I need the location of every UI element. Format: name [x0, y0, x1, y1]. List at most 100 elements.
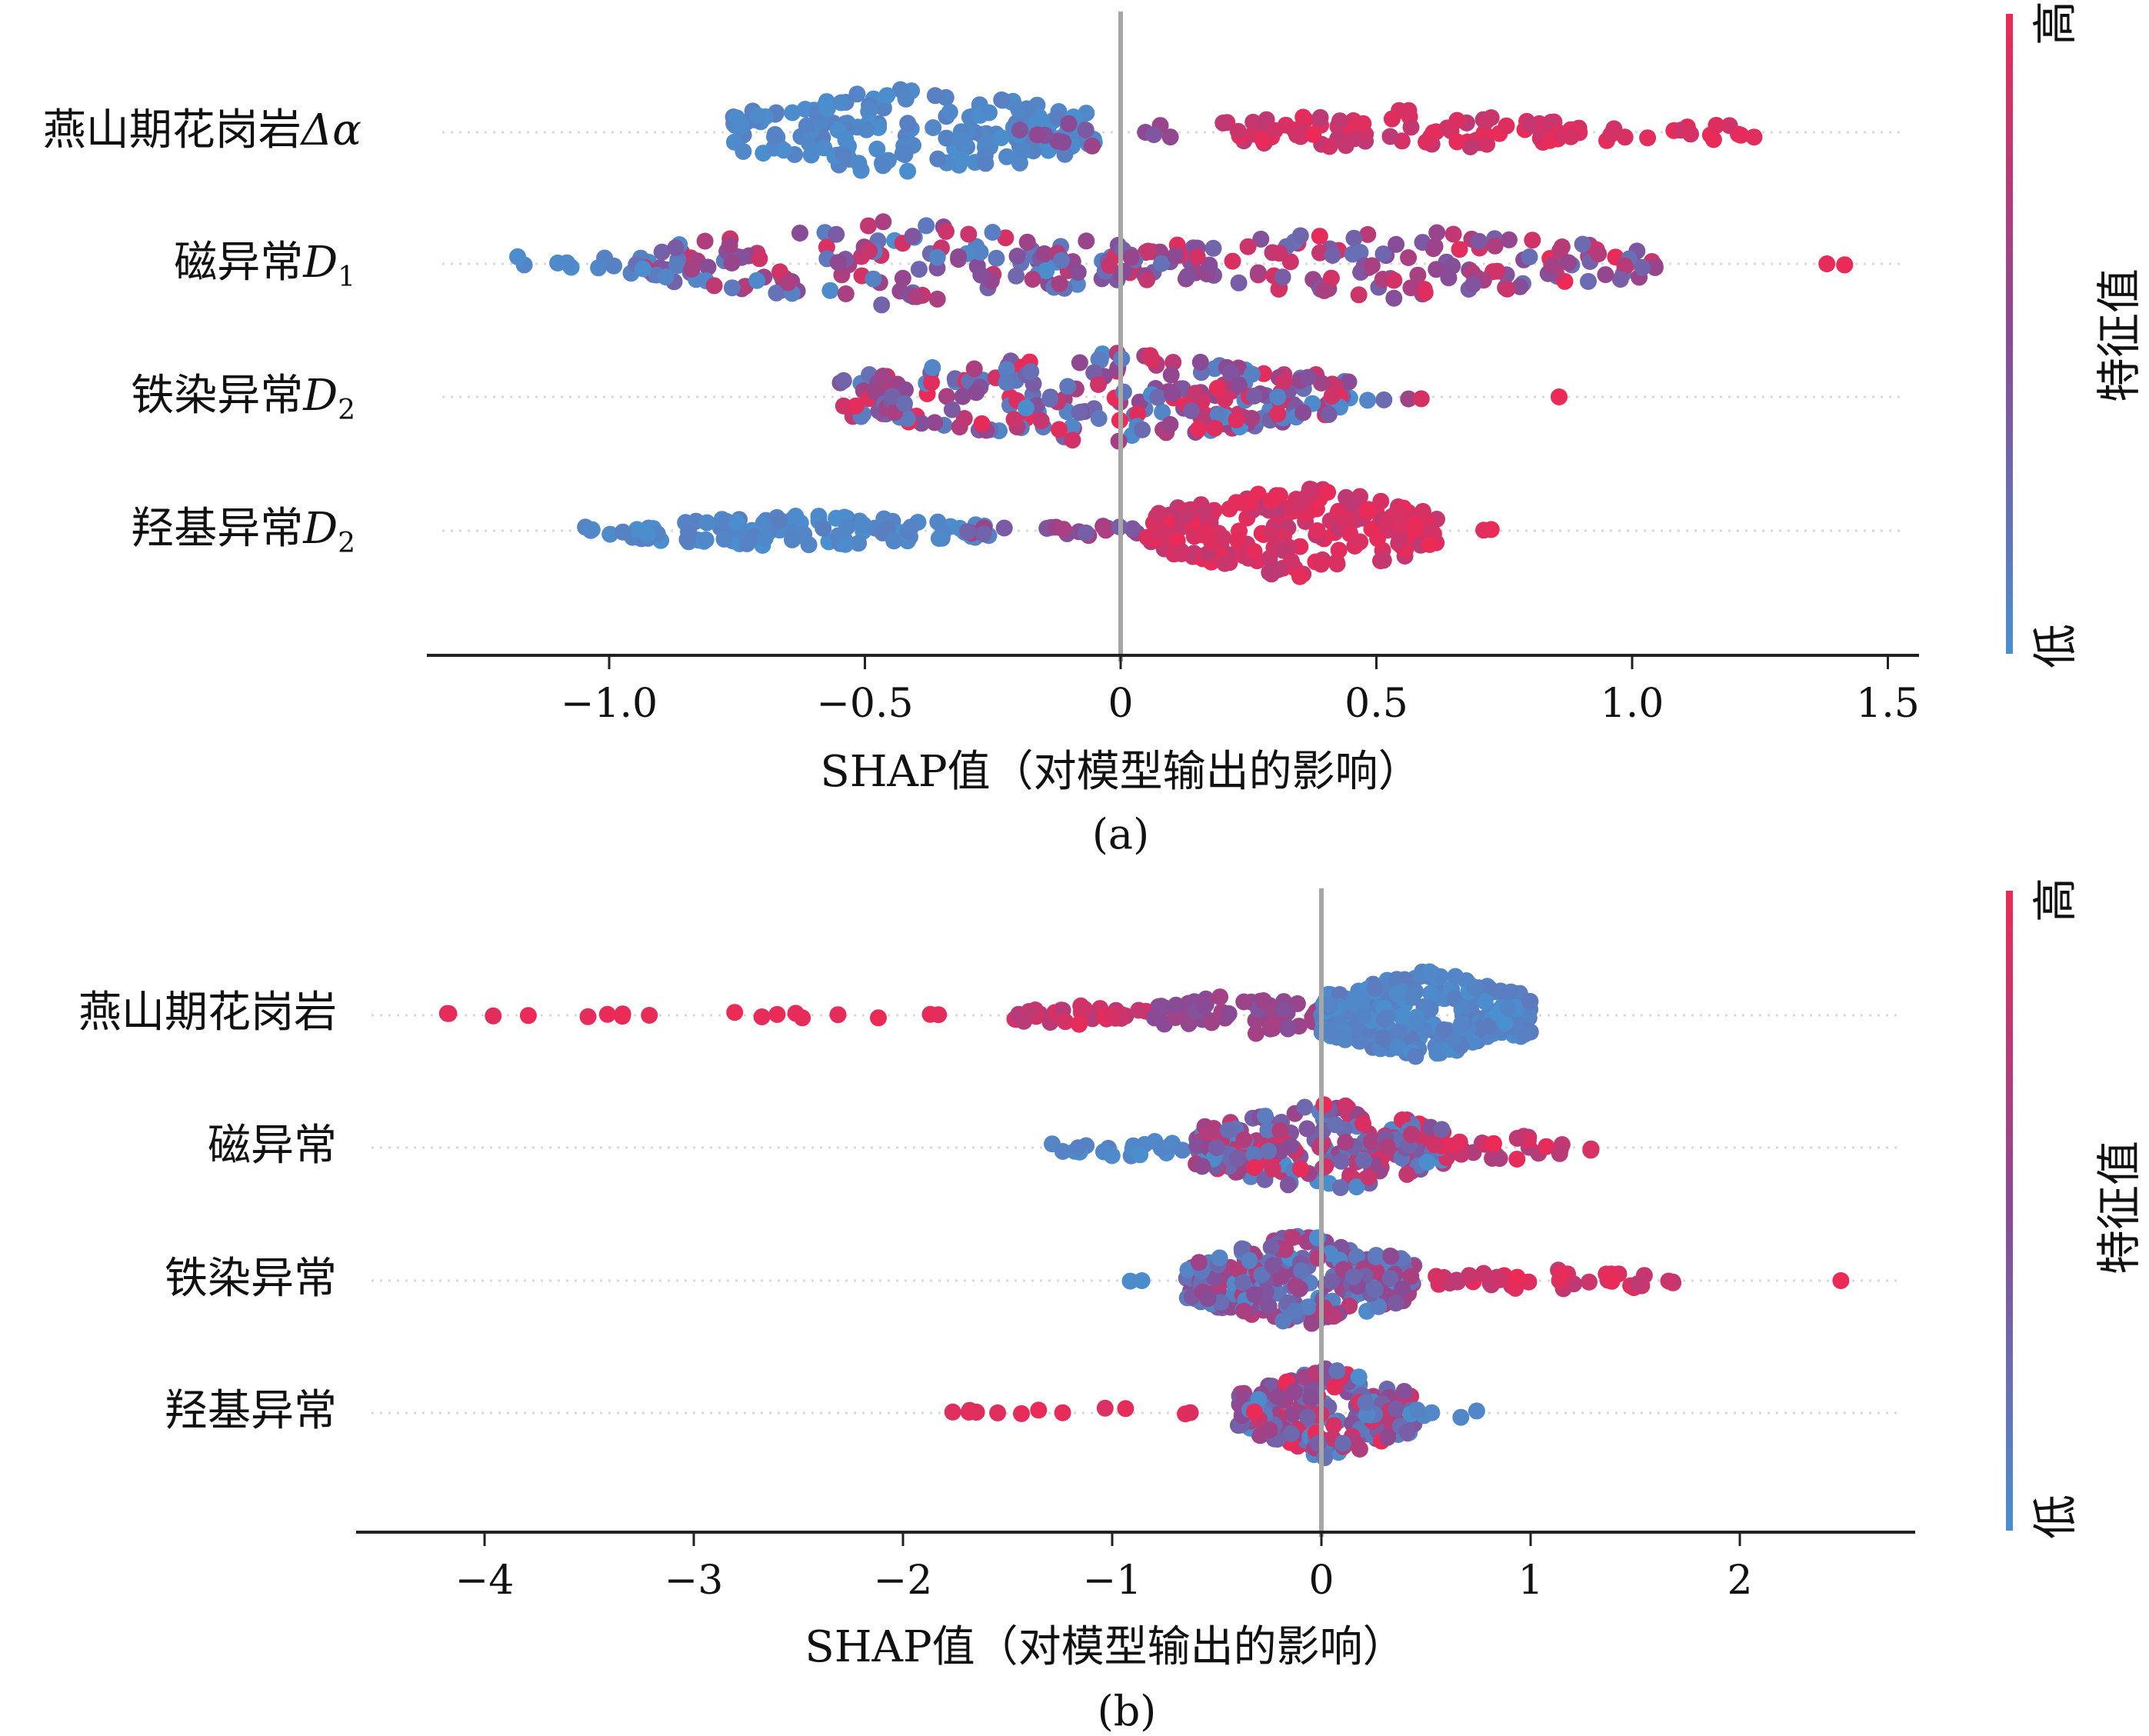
shap-point [1031, 108, 1048, 126]
shap-point [1096, 1399, 1114, 1417]
shap-point [1299, 1298, 1317, 1316]
shap-point [1475, 521, 1493, 539]
shap-point [1418, 1154, 1436, 1171]
shap-point [1230, 376, 1248, 394]
shap-point [1181, 1404, 1199, 1421]
shap-point [779, 274, 797, 292]
shap-point [815, 519, 832, 537]
shap-point [1269, 388, 1287, 406]
shap-point [1416, 284, 1434, 302]
shap-point [1391, 531, 1408, 548]
shap-point [1394, 1281, 1411, 1298]
panel-b-dots [438, 963, 1850, 1467]
shap-point [865, 270, 882, 288]
shap-point [1291, 227, 1309, 245]
shap-point [1355, 1151, 1372, 1169]
shap-point [1284, 1405, 1301, 1423]
shap-point [1552, 1265, 1570, 1282]
shap-point [728, 513, 745, 531]
shap-point [1466, 978, 1484, 996]
shap-point [1375, 391, 1393, 408]
shap-point [1201, 256, 1218, 274]
shap-point [1014, 143, 1031, 161]
shap-point [1117, 1400, 1134, 1418]
shap-point [868, 140, 886, 158]
shap-point [735, 142, 752, 160]
shap-point [1326, 1378, 1344, 1396]
x-tick-label: −2 [874, 1558, 933, 1604]
shap-point [1299, 368, 1317, 386]
shap-point [1071, 404, 1088, 422]
shap-point [1206, 419, 1224, 437]
colorbar-title: 特征值 [2093, 268, 2145, 402]
shap-point [1097, 521, 1114, 539]
x-tick-label: −3 [665, 1558, 724, 1604]
shap-point [899, 115, 917, 132]
shap-point [1508, 1151, 1526, 1168]
shap-point [981, 104, 998, 122]
shap-point [1448, 133, 1466, 151]
shap-point [1574, 235, 1591, 253]
shap-point [1423, 523, 1440, 541]
shap-point [977, 155, 995, 172]
shap-point [1508, 1268, 1526, 1286]
shap-point [1311, 108, 1329, 126]
shap-point [1008, 267, 1025, 285]
shap-point [1208, 379, 1226, 397]
shap-point [1203, 1014, 1221, 1031]
shap-point [1488, 262, 1506, 280]
shap-point [1018, 399, 1035, 417]
shap-point [614, 1008, 631, 1025]
shap-point [1167, 996, 1184, 1014]
shap-point [1433, 1121, 1451, 1138]
shap-point [1266, 122, 1284, 139]
shap-point [1235, 993, 1253, 1011]
shap-point [1072, 997, 1090, 1015]
feature-label: 燕山期花岗岩Δα [43, 105, 361, 155]
shap-point [1486, 237, 1504, 255]
shap-point [1362, 1133, 1380, 1151]
shap-point [1470, 232, 1488, 250]
shap-point [1011, 122, 1028, 139]
shap-point [1374, 245, 1392, 263]
shap-point [1501, 231, 1518, 248]
shap-point [1354, 115, 1372, 132]
shap-point [1161, 415, 1179, 433]
shap-point [1354, 1115, 1371, 1132]
shap-point [1235, 1131, 1253, 1148]
shap-point [1311, 228, 1328, 245]
shap-point [1022, 363, 1040, 381]
x-tick-label: 0 [1308, 1558, 1334, 1604]
shap-point [1303, 1314, 1321, 1332]
shap-point [751, 250, 768, 268]
shap-point [873, 296, 891, 314]
shap-point [1478, 135, 1496, 153]
panel-a-ticks: −1.0 −0.5 0 0.5 1.0 1.5 [561, 655, 1920, 727]
shap-point [1388, 1400, 1404, 1418]
shap-point [1243, 409, 1261, 427]
shap-point [835, 145, 852, 162]
shap-point [1206, 1269, 1224, 1287]
shap-point [721, 236, 738, 254]
shap-point [485, 1007, 502, 1025]
shap-point [1426, 1136, 1444, 1154]
shap-point [1131, 1146, 1149, 1164]
shap-point [861, 101, 878, 118]
shap-point [1189, 421, 1207, 438]
shap-point [1448, 112, 1466, 129]
shap-point [904, 228, 921, 245]
shap-point [1041, 390, 1058, 408]
shap-point [1253, 1266, 1271, 1284]
colorbar-title: 特征值 [2093, 1141, 2145, 1275]
shap-point [1354, 1007, 1372, 1025]
shap-point [1408, 1015, 1425, 1032]
shap-point [771, 511, 788, 529]
feature-label: 铁染异常D2 [131, 371, 355, 426]
shap-point [1164, 354, 1182, 371]
shap-point [1239, 238, 1257, 255]
shap-point [861, 242, 878, 260]
x-tick-label: 0 [1108, 681, 1133, 727]
shap-point [1580, 272, 1597, 290]
shap-point [1311, 244, 1328, 262]
